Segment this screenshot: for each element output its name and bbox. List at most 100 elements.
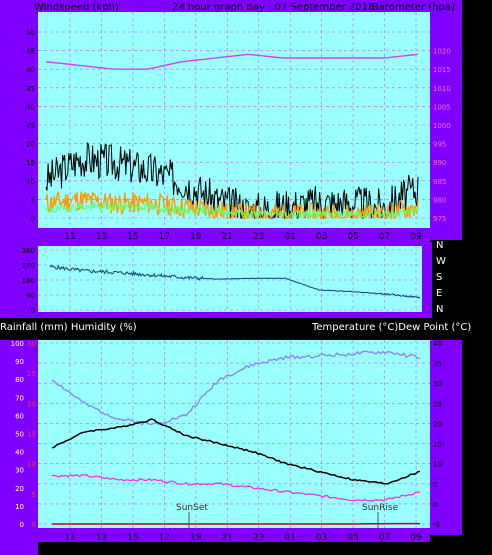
barometer-tick-label: 1015	[433, 66, 451, 74]
x-tick-label: 13	[96, 232, 107, 242]
temperature-tick-label: 40	[433, 340, 442, 348]
temperature-tick-label: 5	[433, 481, 437, 489]
windspeed-tick-label: 10	[26, 178, 35, 186]
temperature-series-line	[51, 418, 421, 485]
windspeed-tick-label: 50	[26, 29, 35, 37]
x-tick-label: 01	[284, 533, 295, 543]
direction-tick-label: 360	[22, 247, 35, 255]
windspeed-tick-label: 25	[26, 122, 35, 130]
direction-tick-labels: 360 270 180 90 0	[22, 247, 35, 315]
barometer-series-line	[45, 53, 419, 70]
sunset-label: SunSet	[176, 503, 208, 513]
windspeed-axis-title: Windspeed (kph)	[34, 2, 119, 13]
direction-tick-label: 90	[26, 292, 35, 300]
temp-plot-area	[38, 340, 430, 528]
compass-label: N	[436, 304, 443, 315]
compass-label: N	[436, 240, 443, 251]
x-tick-label: 09	[410, 232, 422, 242]
x-axis-ticks-bottom: 11 13 15 17 19 21 23 01 03 05 07 09	[64, 533, 422, 543]
rainfall-tick-label: 0	[32, 521, 36, 529]
x-tick-label: 13	[96, 533, 107, 543]
barometer-tick-label: 975	[433, 215, 446, 223]
x-tick-label: 05	[347, 533, 358, 543]
barometer-axis-title: Barometer (hpa)	[372, 2, 455, 13]
rainfall-tick-label: 10	[27, 461, 36, 469]
compass-label: S	[436, 272, 442, 283]
rainfall-humidity-axis-title: Rainfall (mm) Humidity (%)	[0, 322, 137, 333]
top-label-bar	[38, 0, 430, 12]
compass-label: E	[436, 288, 442, 299]
barometer-tick-label: 985	[433, 178, 446, 186]
x-tick-label: 11	[64, 533, 75, 543]
windspeed-tick-label: 15	[26, 159, 35, 167]
dewpoint-series-line	[51, 473, 421, 502]
humidity-tick-label: 100	[11, 340, 24, 348]
rainfall-tick-label: 25	[27, 370, 36, 378]
x-tick-label: 23	[253, 232, 264, 242]
rainfall-tick-label: 20	[27, 400, 36, 408]
x-tick-label: 01	[284, 232, 295, 242]
x-tick-label: 09	[410, 533, 422, 543]
x-tick-label: 17	[159, 533, 170, 543]
temperature-tick-label: 15	[433, 441, 442, 449]
humidity-tick-label: 20	[15, 485, 24, 493]
temp-tick-labels: 0 10 20 30 40 50 60 70 80 90 100 0 5 10 15 20 25 30 -5 0 5 10…	[11, 340, 442, 529]
humidity-series-line	[51, 350, 421, 426]
rainfall-tick-label: 5	[32, 491, 36, 499]
x-tick-label: 03	[316, 232, 327, 242]
gust-series-line	[45, 191, 419, 221]
windspeed-series-line	[45, 142, 419, 219]
x-tick-label: 19	[190, 232, 202, 242]
x-tick-label: 21	[222, 533, 233, 543]
windspeed-tick-label: 45	[26, 48, 35, 56]
sunrise-label: SunRise	[362, 503, 399, 513]
x-tick-label: 23	[253, 533, 264, 543]
x-tick-label: 21	[222, 232, 233, 242]
temperature-tick-label: 10	[433, 461, 442, 469]
wind-tick-labels: 0510152025303540455097598098599099510001…	[26, 29, 451, 223]
windspeed-tick-label: 20	[26, 141, 35, 149]
temperature-tick-label: 25	[433, 400, 442, 408]
windspeed-tick-label: 40	[26, 66, 35, 74]
temp-series	[51, 350, 421, 525]
temperature-dewpoint-axis-title: Temperature (°C)Dew Point (°C)	[311, 322, 471, 333]
right-axis-strip	[430, 0, 462, 240]
humidity-tick-label: 90	[15, 358, 24, 366]
x-tick-label: 15	[127, 533, 138, 543]
barometer-tick-label: 980	[433, 196, 446, 204]
wind-direction-series-line	[49, 264, 421, 299]
barometer-tick-label: 995	[433, 141, 446, 149]
temperature-tick-label: 30	[433, 380, 442, 388]
label-gap-bar	[0, 318, 462, 340]
temperature-tick-label: 20	[433, 420, 442, 428]
barometer-tick-label: 990	[433, 159, 446, 167]
x-tick-label: 11	[64, 232, 75, 242]
humidity-tick-label: 80	[15, 376, 24, 384]
barometer-tick-label: 1020	[433, 48, 451, 56]
direction-tick-label: 0	[31, 307, 35, 315]
x-tick-label: 15	[127, 232, 138, 242]
humidity-tick-label: 50	[15, 431, 24, 439]
humidity-tick-label: 60	[15, 412, 24, 420]
humidity-tick-label: 30	[15, 467, 24, 475]
humidity-tick-label: 10	[15, 503, 24, 511]
windspeed-tick-label: 5	[31, 196, 35, 204]
wind-grid	[38, 12, 430, 228]
chart-title: 24 hour graph day : 07 September 2018	[172, 2, 374, 13]
average-series-line	[45, 201, 419, 220]
x-tick-label: 05	[347, 232, 358, 242]
x-tick-label: 07	[379, 232, 390, 242]
x-tick-label: 07	[379, 533, 390, 543]
direction-grid	[38, 246, 422, 312]
x-tick-label: 03	[316, 533, 327, 543]
windspeed-tick-label: 35	[26, 85, 35, 93]
x-tick-label: 17	[159, 232, 170, 242]
temperature-tick-label: -5	[433, 521, 440, 529]
humidity-tick-label: 0	[20, 521, 24, 529]
x-axis-ticks-top: 11 13 15 17 19 21 23 01 03 05 07 09	[64, 232, 422, 242]
barometer-tick-label: 1005	[433, 103, 451, 111]
temperature-tick-label: 0	[433, 501, 437, 509]
direction-series	[49, 264, 421, 299]
